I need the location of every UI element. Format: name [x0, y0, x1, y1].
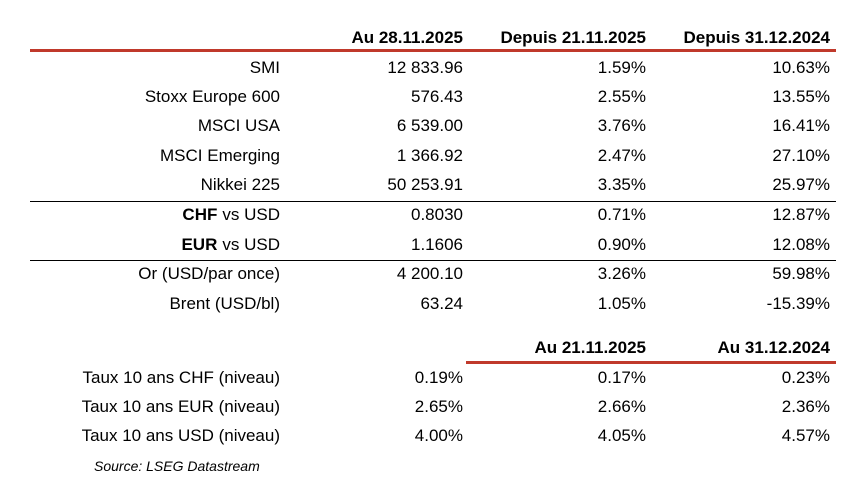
column-header: Au 31.12.2024	[717, 338, 830, 357]
value: 1.1606	[411, 235, 463, 254]
separator	[30, 260, 836, 261]
value: 12.08%	[772, 235, 830, 254]
value: 3.35%	[597, 175, 646, 194]
label-text: vs USD	[222, 205, 280, 224]
value: 2.55%	[597, 87, 646, 106]
column-header: Au 28.11.2025	[351, 28, 463, 47]
value: 4 200.10	[396, 264, 463, 283]
value: 27.10%	[772, 146, 830, 165]
value: 2.66%	[597, 397, 646, 416]
value: 6 539.00	[396, 116, 463, 135]
value: 12 833.96	[387, 58, 463, 77]
value: 25.97%	[772, 175, 830, 194]
header-rule	[30, 49, 836, 52]
value: 1 366.92	[396, 146, 463, 165]
row-label: Stoxx Europe 600	[144, 87, 280, 106]
value: 3.76%	[597, 116, 646, 135]
row-label: EUR vs USD	[181, 235, 280, 255]
value: 2.65%	[414, 397, 463, 416]
value: 0.8030	[411, 205, 463, 224]
header-rule	[466, 361, 836, 364]
row-label: MSCI USA	[197, 116, 280, 135]
value: 0.19%	[414, 368, 463, 387]
column-header: Depuis 31.12.2024	[683, 28, 830, 47]
row-label: Taux 10 ans CHF (niveau)	[82, 368, 280, 387]
label-text: vs USD	[222, 235, 280, 254]
row-label: Brent (USD/bl)	[169, 294, 280, 313]
value: 576.43	[411, 87, 463, 106]
row-label: MSCI Emerging	[160, 146, 280, 165]
value: 0.90%	[597, 235, 646, 254]
value: 4.05%	[597, 426, 646, 445]
value: 50 253.91	[387, 175, 463, 194]
currency: EUR	[181, 235, 218, 254]
currency: CHF	[182, 205, 218, 224]
value: 1.59%	[597, 58, 646, 77]
value: 10.63%	[772, 58, 830, 77]
value: 0.17%	[597, 368, 646, 387]
row-label: Taux 10 ans USD (niveau)	[81, 426, 280, 445]
value: 0.23%	[781, 368, 830, 387]
column-header: Au 21.11.2025	[534, 338, 646, 357]
value: 0.71%	[597, 205, 646, 224]
value: 63.24	[420, 294, 463, 313]
value: 16.41%	[772, 116, 830, 135]
column-header: Depuis 21.11.2025	[500, 28, 646, 47]
value: 4.57%	[781, 426, 830, 445]
row-label: Or (USD/par once)	[138, 264, 280, 283]
row-label: Taux 10 ans EUR (niveau)	[81, 397, 280, 416]
value: 2.47%	[597, 146, 646, 165]
source-note: Source: LSEG Datastream	[94, 458, 260, 474]
row-label: SMI	[249, 58, 280, 77]
value: 1.05%	[597, 294, 646, 313]
row-label: CHF vs USD	[182, 205, 280, 225]
value: 59.98%	[772, 264, 830, 283]
value: 3.26%	[597, 264, 646, 283]
value: 12.87%	[772, 205, 830, 224]
value: 4.00%	[414, 426, 463, 445]
value: 2.36%	[781, 397, 830, 416]
row-label: Nikkei 225	[200, 175, 280, 194]
separator	[30, 201, 836, 202]
value: 13.55%	[772, 87, 830, 106]
value: -15.39%	[766, 294, 830, 313]
